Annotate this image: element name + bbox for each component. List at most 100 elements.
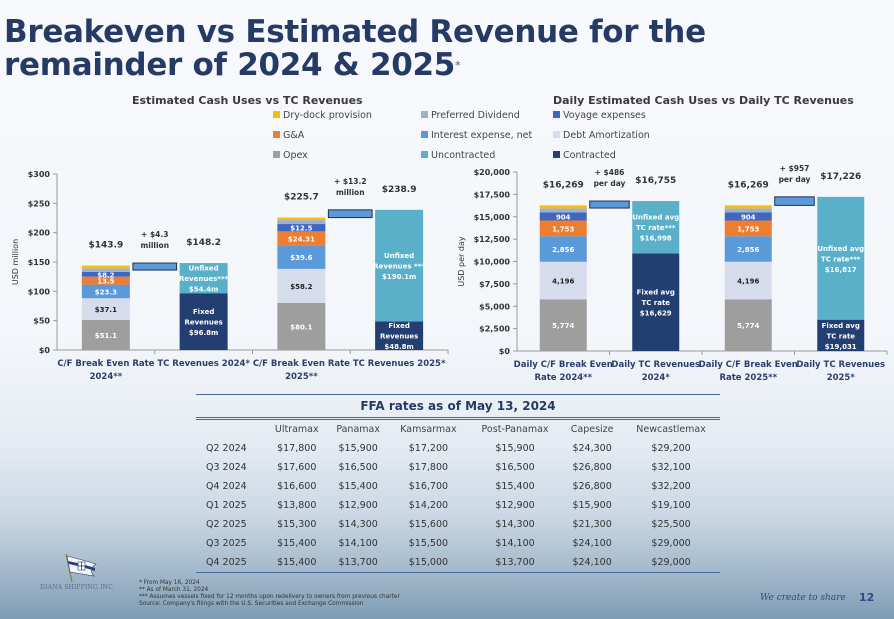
table-cell: $12,900 — [495, 500, 535, 511]
bar-segment — [632, 253, 680, 351]
segment-label: $37.1 — [95, 306, 117, 314]
table-cell: $19,100 — [651, 500, 691, 511]
bar-segment — [539, 299, 587, 351]
tagline: We create to share — [760, 593, 846, 603]
total-label: $16,269 — [543, 180, 584, 190]
legend-item: Preferred Dividend — [421, 110, 520, 121]
y-tick-label: $0 — [39, 346, 51, 355]
legend-item: Dry-dock provision — [273, 110, 372, 121]
table-row: Q2 2024 $17,800 $15,900 $17,200 $15,900 $24,3… — [196, 439, 720, 458]
legend-label: Dry-dock provision — [283, 110, 372, 121]
bar-segment — [724, 261, 772, 300]
table-cell: $32,100 — [651, 462, 691, 473]
legend-label: Debt Amortization — [563, 130, 650, 141]
table-cell: $14,100 — [338, 538, 378, 549]
table-cell: $16,500 — [338, 462, 378, 473]
category-label: C/F Break Even Rate — [57, 359, 154, 369]
segment-label: Fixed avg — [822, 322, 860, 330]
category-label: 2025** — [285, 372, 318, 382]
bar-segment — [277, 245, 326, 269]
table-row: Q4 2024 $16,600 $15,400 $16,700 $15,400 $26,8… — [196, 477, 720, 496]
ffa-table-title: FFA rates as of May 13, 2024 — [196, 394, 720, 420]
title-line-1: Breakeven vs Estimated Revenue for the — [4, 14, 706, 50]
bar-segment — [724, 208, 772, 213]
bar-segment — [81, 298, 130, 321]
segment-label: $8.2 — [97, 271, 114, 279]
table-header-row: Ultramax Panamax Kamsarmax Post-Panamax Cape… — [196, 420, 720, 439]
table-cell: $15,000 — [408, 557, 449, 568]
bar-segment — [179, 293, 228, 350]
bar-segment — [539, 220, 587, 237]
total-label: $16,269 — [728, 180, 769, 190]
legend-label: Voyage expenses — [563, 110, 646, 121]
page-number: 12 — [859, 591, 875, 604]
category-label: Daily TC Revenues — [796, 360, 885, 370]
legend-item: Interest expense, net — [421, 130, 532, 141]
title-line-2: remainder of 2024 & 2025 — [4, 47, 456, 83]
category-label: 2024* — [642, 373, 671, 383]
legend-swatch — [421, 131, 428, 138]
bar-segment — [81, 284, 130, 299]
legend-label: Contracted — [563, 150, 616, 161]
table-cell: $13,700 — [338, 557, 378, 568]
delta-label: million — [140, 241, 169, 250]
category-label: Rate 2024** — [534, 373, 592, 383]
table-cell: $14,200 — [408, 500, 449, 511]
y-tick-label: $15,000 — [474, 213, 511, 222]
y-tick-label: $50 — [33, 317, 50, 326]
segment-label: Revenues — [380, 333, 418, 341]
table-cell: $17,800 — [408, 462, 449, 473]
segment-label: $96.8m — [189, 329, 218, 337]
table-cell: $13,800 — [277, 500, 317, 511]
footnote: * From May 16, 2024 — [139, 580, 200, 586]
table-cell: $16,500 — [495, 462, 535, 473]
legend-swatch — [553, 131, 560, 138]
delta-label: + $13.2 — [334, 177, 367, 186]
ffa-table: Ultramax Panamax Kamsarmax Post-Panamax Cape… — [196, 420, 720, 572]
bar-segment — [277, 224, 326, 232]
segment-label: $19,031 — [825, 343, 857, 351]
table-cell: Capesize — [570, 424, 614, 435]
table-cell: $16,700 — [408, 481, 449, 492]
bar-segment — [539, 208, 587, 213]
segment-label: TC rate*** — [821, 255, 861, 263]
y-axis-label: USD million — [11, 239, 20, 285]
legend-label: Interest expense, net — [431, 130, 533, 141]
bar-segment — [277, 303, 326, 350]
segment-label: Revenues *** — [373, 263, 425, 271]
segment-label: 904 — [556, 213, 571, 221]
total-label: $238.9 — [382, 185, 417, 195]
table-cell: Newcastlemax — [636, 424, 706, 435]
category-label: Rate 2025** — [719, 373, 777, 383]
table-cell: $17,200 — [408, 443, 449, 454]
bar-segment — [724, 205, 772, 209]
table-cell: $24,100 — [572, 557, 612, 568]
segment-label: Unfixed — [189, 265, 219, 273]
table-cell: $15,900 — [495, 443, 535, 454]
row-label: Q1 2025 — [206, 500, 247, 511]
bar-segment — [375, 321, 424, 350]
segment-label: 13.5 — [97, 278, 114, 286]
category-label: 2024** — [90, 372, 123, 382]
title-footnote-mark: * — [455, 59, 461, 72]
legend-label: Uncontracted — [431, 150, 496, 161]
bar-segment — [724, 236, 772, 262]
delta-bar — [327, 209, 373, 219]
segment-label: 1,753 — [552, 225, 574, 233]
segment-label: $80.1 — [290, 324, 312, 332]
delta-label: per day — [594, 179, 626, 188]
bar-segment — [724, 212, 772, 221]
y-tick-label: $2,500 — [479, 325, 510, 334]
category-label: Daily C/F Break Even — [514, 360, 613, 370]
company-name: DIANA SHIPPING INC. — [40, 584, 115, 591]
segment-label: Unfixed avg — [632, 214, 679, 222]
legend-swatch — [273, 151, 280, 158]
row-label: Q4 2024 — [206, 481, 247, 492]
footnotes: * From May 16, 2024 ** As of March 31, 2… — [139, 580, 400, 608]
table-cell: $15,300 — [277, 519, 317, 530]
delta-bar — [589, 200, 630, 209]
table-cell: Post-Panamax — [481, 424, 549, 435]
bar-segment — [817, 196, 865, 320]
segment-label: Revenues — [184, 319, 222, 327]
table-cell: $17,800 — [277, 443, 317, 454]
